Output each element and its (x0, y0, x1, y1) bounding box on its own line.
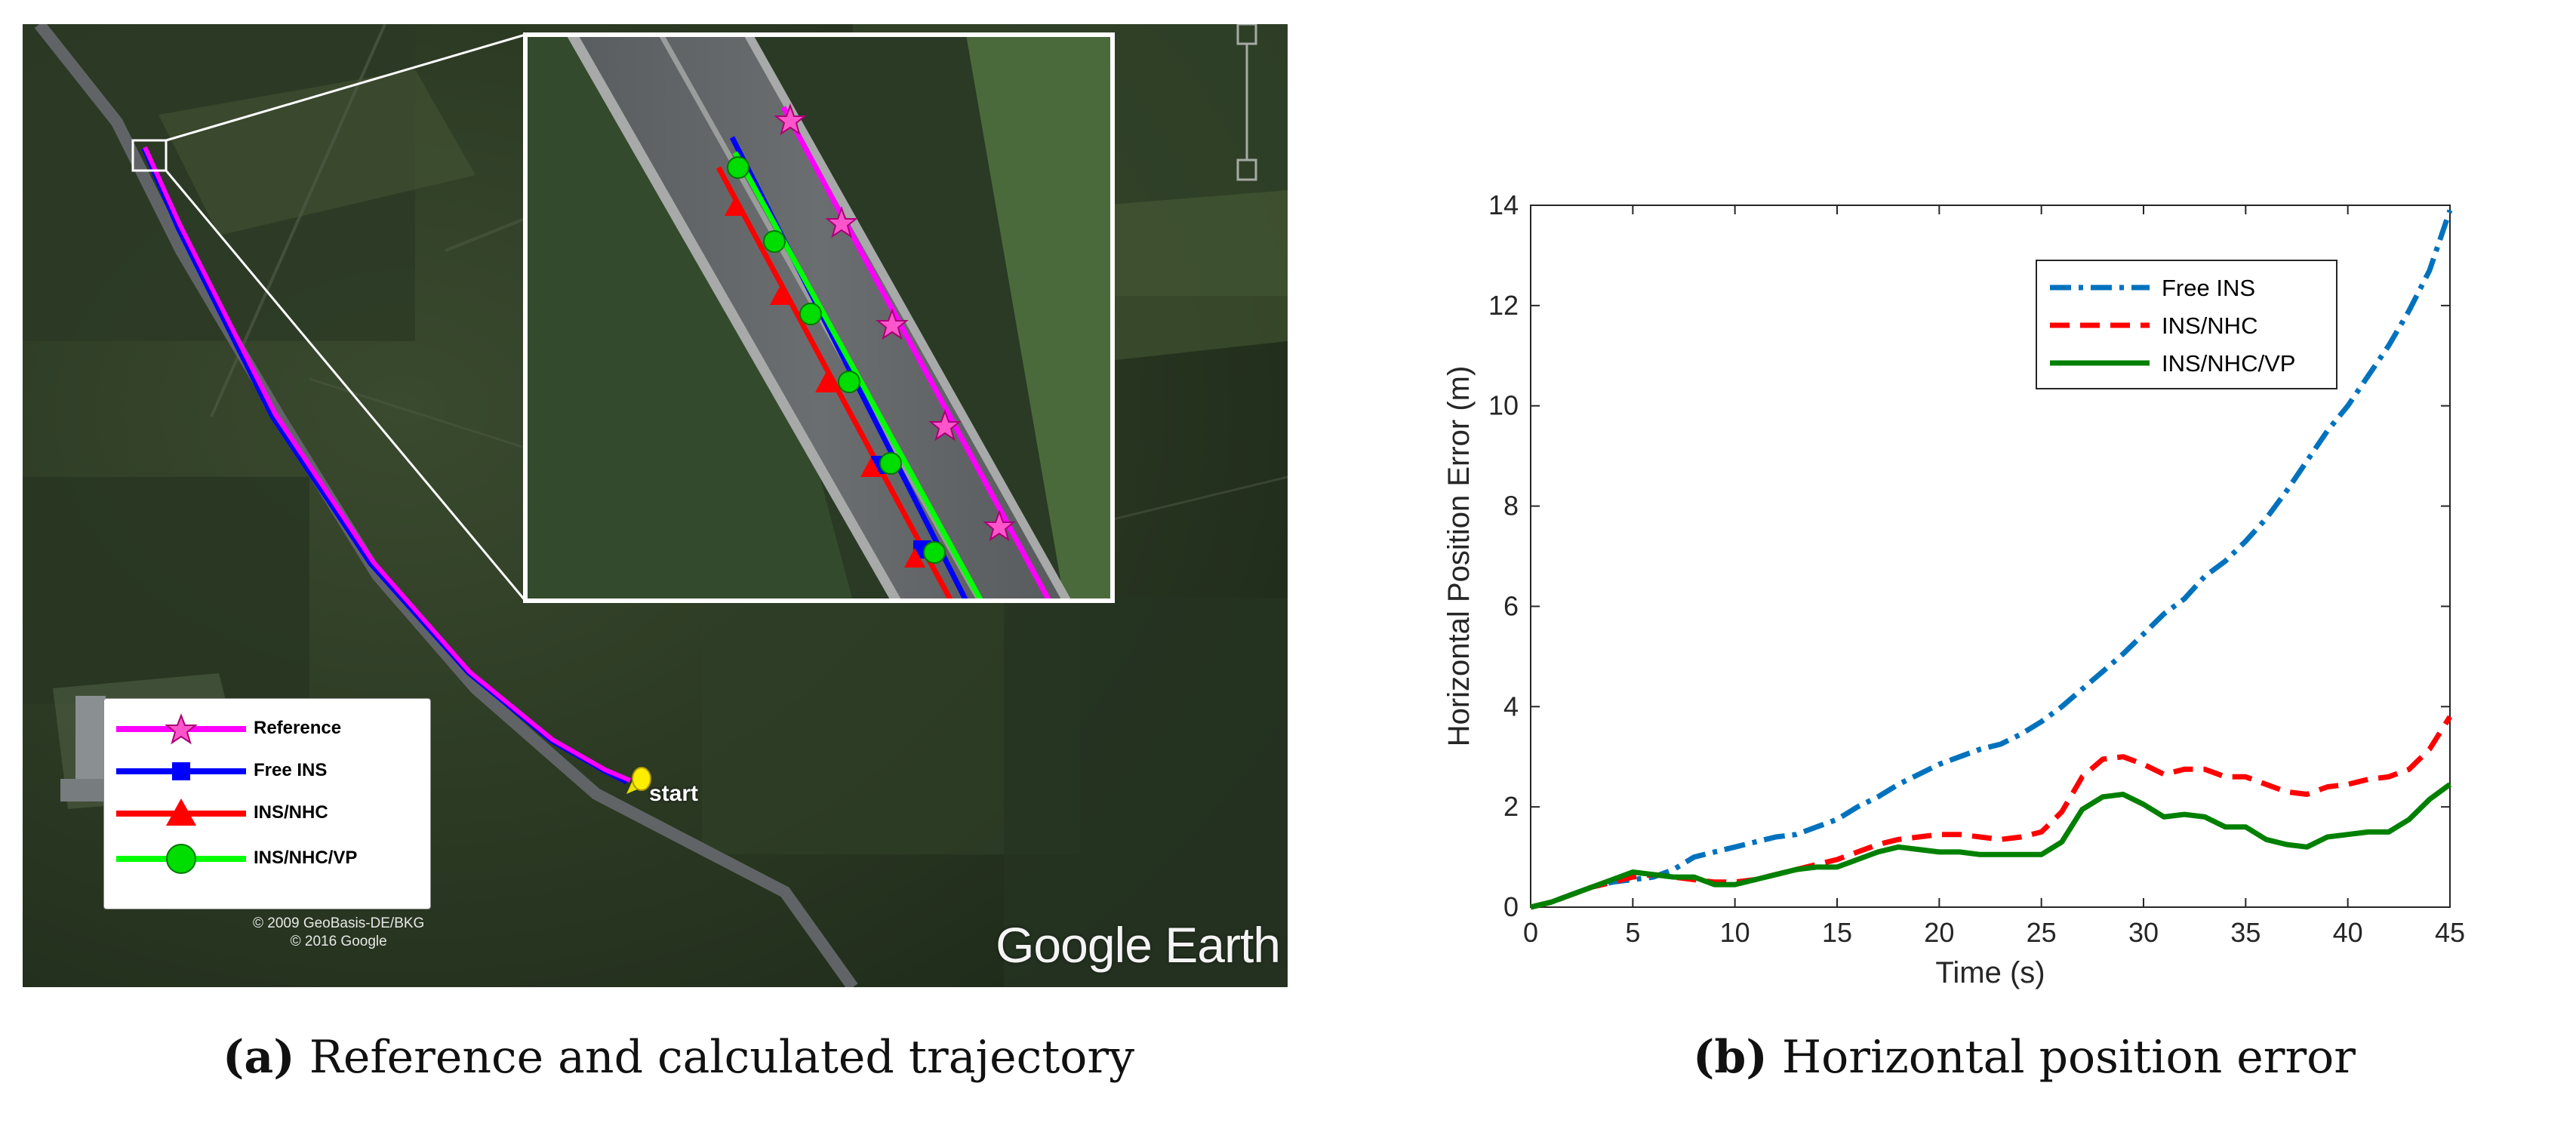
x-tick-label: 45 (2435, 917, 2465, 948)
chart-svg: 0 5 10 15 20 25 30 35 40 45 0 2 4 6 8 10 12 14 Time (s) Hor… (1442, 189, 2465, 989)
satellite-map: start © 2009 GeoBasis-DE/BKG © 2016 Goog… (23, 24, 1288, 987)
start-label: start (649, 781, 699, 806)
caption-a: (a) Reference and calculated trajectory (223, 1031, 1134, 1084)
brand-google: Google (996, 917, 1153, 973)
x-tick-label: 25 (2027, 917, 2057, 948)
star-marker-icon (116, 713, 246, 745)
x-tick-label: 30 (2128, 917, 2159, 948)
caption-b: (b) Horizontal position error (1693, 1031, 2356, 1084)
map-legend-label: INS/NHC/VP (254, 848, 358, 868)
x-tick-label: 35 (2230, 917, 2261, 948)
series-line-0 (1530, 209, 2453, 910)
brand-earth: Earth (1165, 917, 1281, 973)
map-legend-label: INS/NHC (254, 802, 328, 823)
map-legend-item-free-ins: Free INS (104, 750, 430, 792)
caption-b-tag: (b) (1693, 1031, 1768, 1084)
legend-label-1: INS/NHC (2162, 312, 2257, 339)
zoom-inset (523, 32, 1115, 603)
scale-control-icon (1236, 24, 1257, 181)
y-tick-label: 0 (1503, 891, 1519, 922)
y-tick-label: 12 (1488, 290, 1519, 321)
y-tick-label: 6 (1503, 590, 1519, 621)
position-error-chart: 0 5 10 15 20 25 30 35 40 45 0 2 4 6 8 10 12 14 Time (s) Hor… (1419, 174, 2566, 1026)
google-earth-logo: Google Earth (996, 916, 1281, 974)
map-credit: © 2009 GeoBasis-DE/BKG © 2016 Google (253, 915, 424, 951)
circle-marker-icon (116, 844, 246, 874)
map-legend: Reference Free INS INS/NHC INS/NHC/VP (103, 698, 431, 909)
x-axis-label: Time (s) (1935, 956, 2045, 989)
legend-label-0: Free INS (2162, 275, 2255, 301)
x-tick-label: 5 (1625, 917, 1640, 948)
y-axis-label: Horizontal Position Error (m) (1442, 366, 1476, 747)
start-pin-icon (626, 767, 651, 794)
x-tick-label: 0 (1523, 917, 1538, 948)
map-legend-item-ins-nhc: INS/NHC (104, 792, 430, 835)
x-tick-label: 40 (2333, 917, 2363, 948)
triangle-marker-icon (116, 798, 246, 826)
caption-b-text: Horizontal position error (1781, 1031, 2356, 1084)
map-legend-item-reference: Reference (104, 708, 430, 750)
map-legend-label: Free INS (254, 760, 328, 780)
caption-a-tag: (a) (223, 1031, 295, 1084)
x-tick-label: 10 (1720, 917, 1750, 948)
y-tick-label: 2 (1503, 791, 1519, 822)
square-marker-icon (116, 762, 246, 780)
x-tick-label: 20 (1924, 917, 1954, 948)
caption-a-text: Reference and calculated trajectory (309, 1031, 1135, 1084)
y-tick-label: 8 (1503, 491, 1519, 522)
map-legend-label: Reference (254, 718, 342, 738)
map-credit-line2: © 2016 Google (290, 934, 387, 949)
series-line-2 (1530, 782, 2452, 910)
map-credit-line1: © 2009 GeoBasis-DE/BKG (253, 915, 425, 931)
y-tick-label: 10 (1488, 390, 1519, 421)
map-legend-item-ins-nhc-vp: INS/NHC/VP (104, 838, 430, 880)
y-tick-label: 4 (1503, 691, 1519, 721)
x-tick-label: 15 (1822, 917, 1852, 948)
map-imagery (23, 24, 1288, 987)
y-tick-label: 14 (1488, 189, 1519, 220)
legend-label-2: INS/NHC/VP (2162, 350, 2295, 377)
